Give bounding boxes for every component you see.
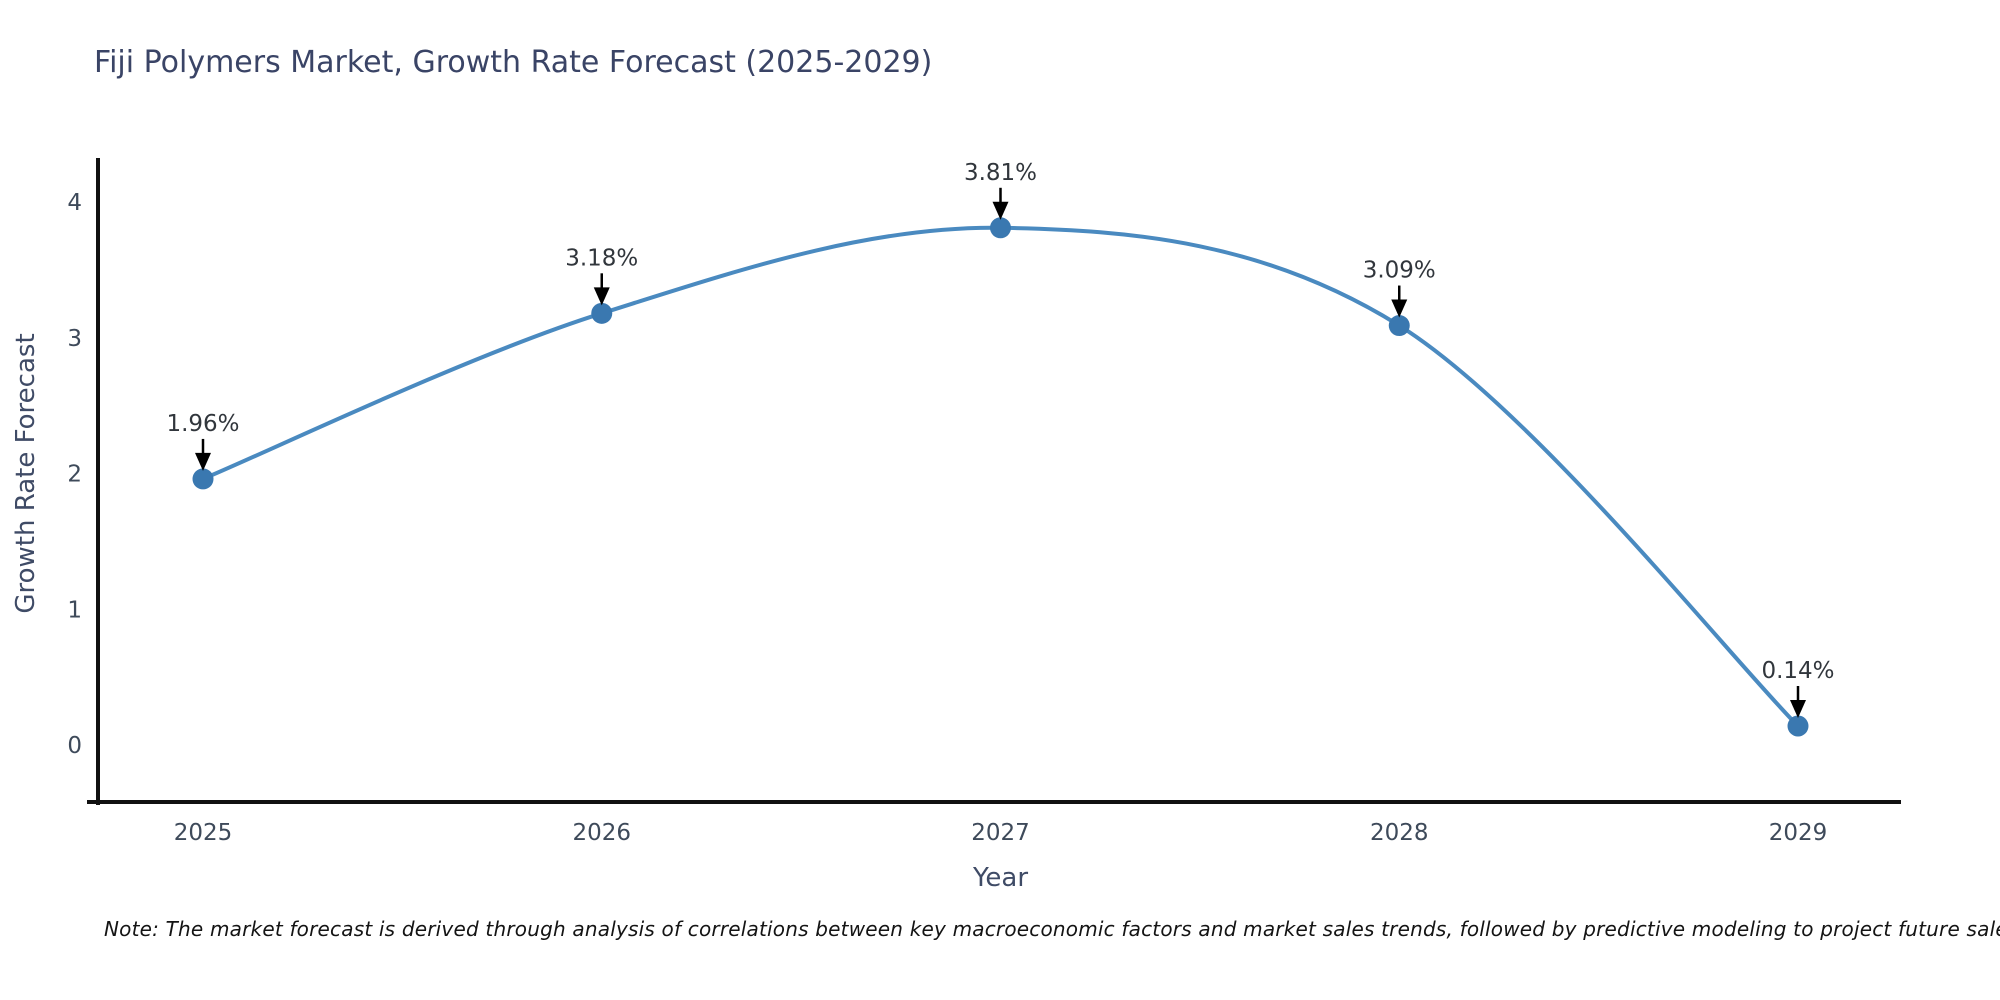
chart-title: Fiji Polymers Market, Growth Rate Foreca… bbox=[94, 45, 933, 80]
forecast-line-series bbox=[201, 225, 1800, 728]
footnote: Note: The market forecast is derived thr… bbox=[104, 917, 2000, 941]
annotation-label: 3.09% bbox=[1363, 258, 1436, 284]
data-point-marker bbox=[990, 217, 1011, 239]
annotation-label: 1.96% bbox=[166, 411, 239, 437]
y-tick-label: 3 bbox=[67, 326, 82, 352]
y-tick-label: 0 bbox=[67, 733, 82, 759]
x-tick-label: 2027 bbox=[971, 820, 1030, 846]
annotation-label: 0.14% bbox=[1761, 658, 1834, 684]
annotation-arrowhead-icon bbox=[1790, 699, 1806, 718]
y-tick-label: 2 bbox=[67, 462, 82, 488]
x-axis-title: Year bbox=[972, 863, 1028, 893]
annotation-arrowhead-icon bbox=[195, 452, 211, 471]
data-point-marker bbox=[591, 302, 613, 324]
annotation-label: 3.81% bbox=[964, 160, 1037, 186]
x-tick-label: 2026 bbox=[572, 820, 631, 846]
x-tick-label: 2029 bbox=[1769, 820, 1828, 846]
y-tick-label: 4 bbox=[67, 190, 82, 216]
data-point-marker bbox=[192, 468, 214, 490]
data-point-marker bbox=[1388, 315, 1410, 337]
data-point-marker bbox=[1787, 715, 1809, 737]
annotation-arrowhead-icon bbox=[1391, 299, 1408, 318]
x-tick-label: 2028 bbox=[1370, 820, 1429, 846]
y-tick-label: 1 bbox=[67, 597, 82, 623]
x-tick-label: 2025 bbox=[174, 820, 233, 846]
y-axis-title: Growth Rate Forecast bbox=[11, 333, 41, 613]
annotation-label: 3.18% bbox=[565, 245, 638, 271]
annotation-arrowhead-icon bbox=[593, 287, 610, 306]
annotation-arrowhead-icon bbox=[992, 201, 1009, 220]
